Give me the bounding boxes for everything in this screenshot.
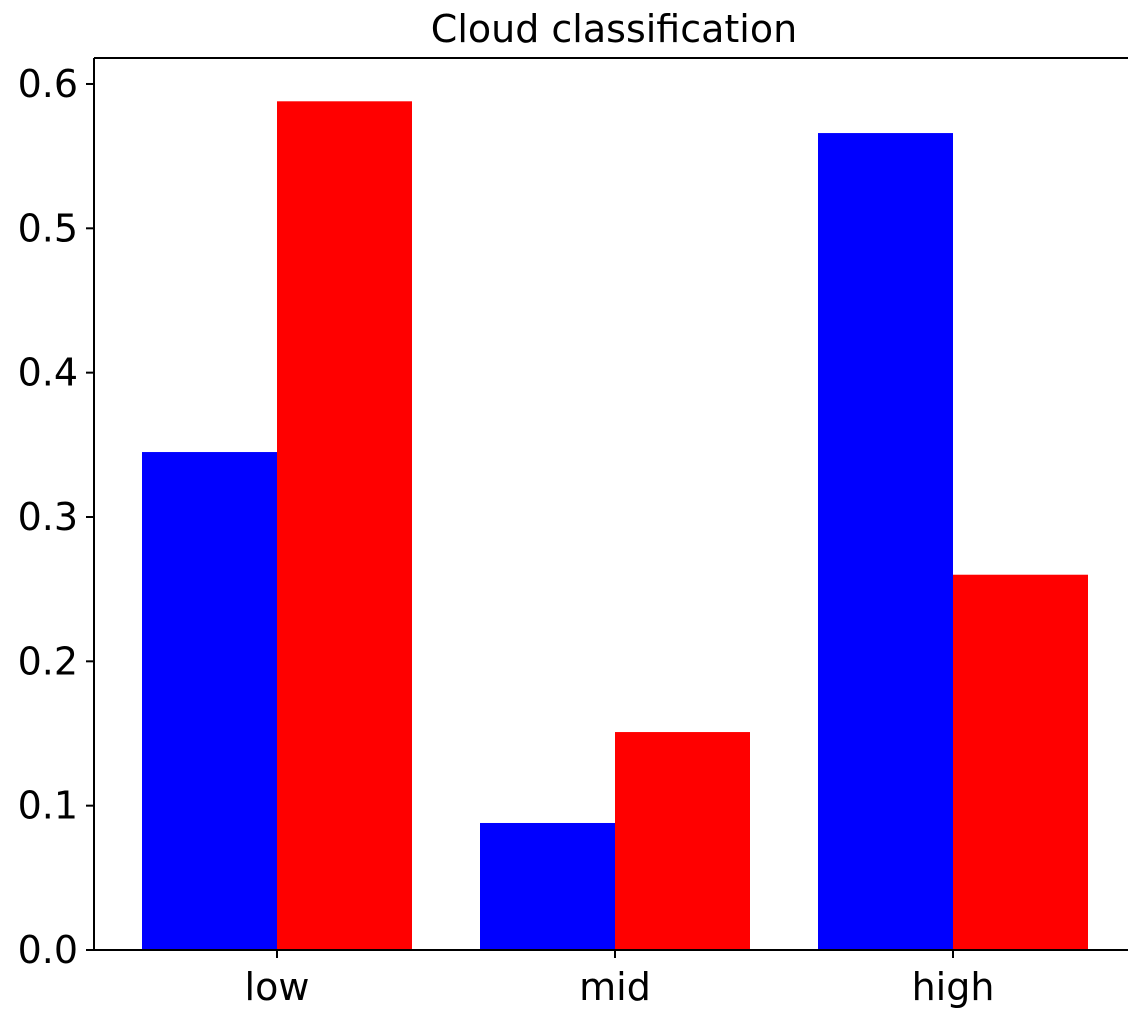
bar-mid-series-2 bbox=[615, 732, 750, 950]
bars-group bbox=[142, 101, 1088, 951]
y-tick-label: 0.0 bbox=[18, 928, 78, 972]
y-tick-label: 0.3 bbox=[18, 495, 78, 539]
y-tick-label: 0.5 bbox=[18, 206, 78, 250]
y-tick-label: 0.2 bbox=[18, 639, 78, 683]
x-tick-label: mid bbox=[579, 965, 651, 1009]
x-tick-label: low bbox=[245, 965, 310, 1009]
bar-low-series-1 bbox=[142, 452, 277, 950]
y-tick-label: 0.6 bbox=[18, 62, 78, 106]
bar-mid-series-1 bbox=[480, 822, 615, 950]
bar-high-series-1 bbox=[818, 133, 953, 950]
y-tick-label: 0.1 bbox=[18, 784, 78, 828]
x-tick-label: high bbox=[912, 965, 995, 1009]
y-tick-label: 0.4 bbox=[18, 351, 78, 395]
bar-high-series-2 bbox=[953, 574, 1088, 950]
bar-low-series-2 bbox=[277, 101, 412, 951]
chart-title: Cloud classification bbox=[431, 7, 797, 51]
axes-group: 0.0 0.1 0.2 0.3 0.4 0.5 0.6 low mid high bbox=[18, 57, 1128, 1009]
